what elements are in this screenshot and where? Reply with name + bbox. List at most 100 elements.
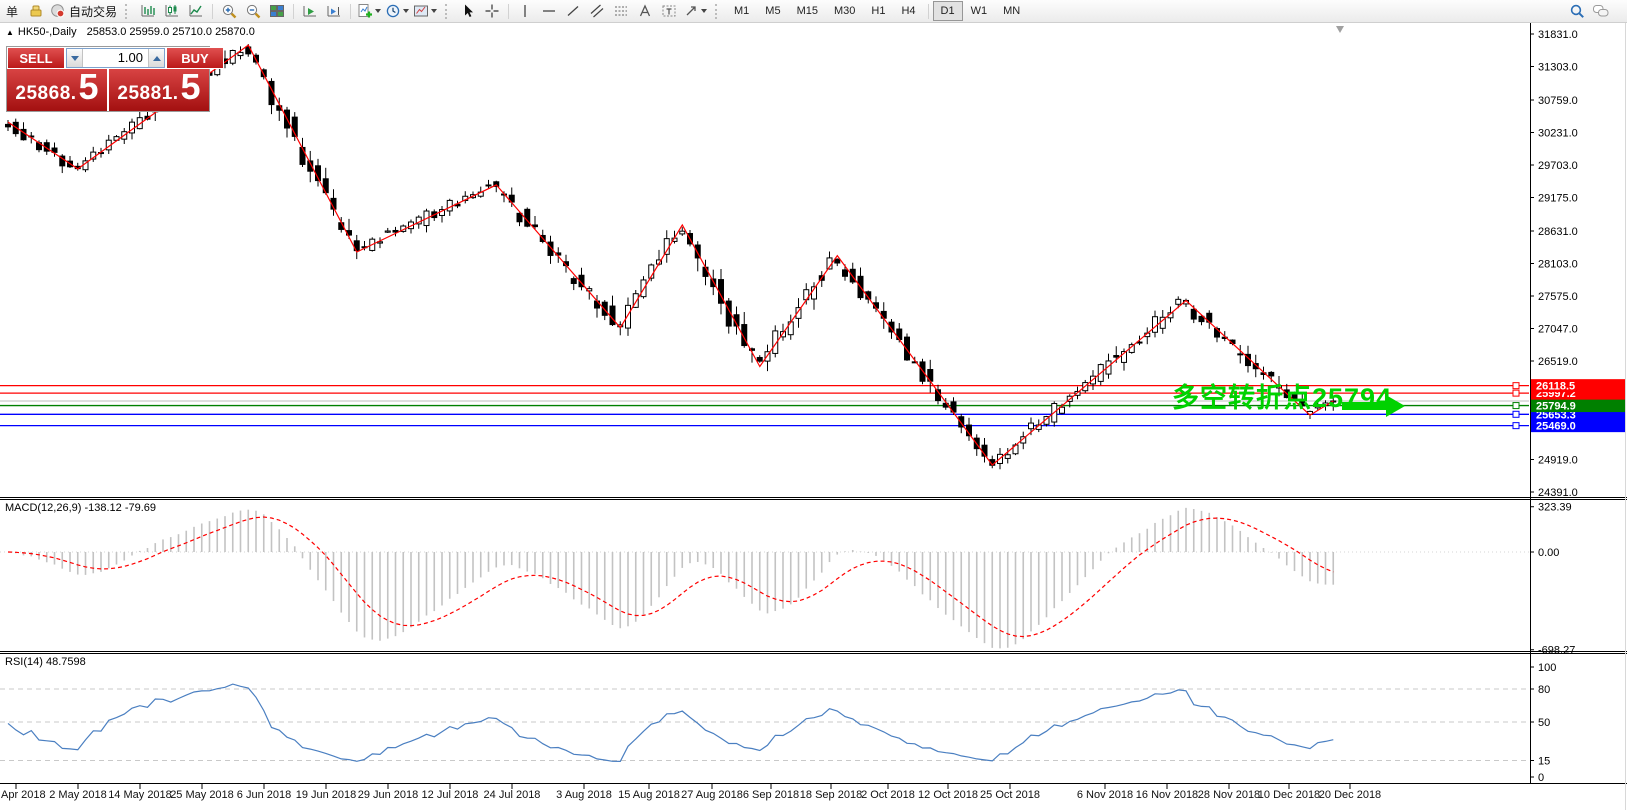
chart-shift-button[interactable] (322, 1, 346, 21)
fibonacci-tool-button[interactable] (609, 1, 633, 21)
svg-text:28631.0: 28631.0 (1538, 226, 1578, 238)
svg-text:30231.0: 30231.0 (1538, 127, 1578, 139)
auto-trading-icon (51, 4, 65, 18)
timeframe-m30-button[interactable]: M30 (833, 5, 856, 17)
svg-text:29703.0: 29703.0 (1538, 160, 1578, 172)
svg-text:30759.0: 30759.0 (1538, 95, 1578, 107)
candlestick-mode-button[interactable] (160, 1, 184, 21)
buy-price-main: 25881 (117, 83, 173, 104)
macd-label: MACD(12,26,9) -138.12 -79.69 (5, 502, 157, 514)
svg-text:10 Dec 2018: 10 Dec 2018 (1258, 789, 1320, 801)
svg-text:14 May 2018: 14 May 2018 (108, 789, 172, 801)
horizontal-lines[interactable] (0, 382, 1529, 430)
chat-button[interactable] (1589, 1, 1613, 21)
auto-trading-label: 自动交易 (69, 4, 118, 19)
svg-text:-698.27: -698.27 (1538, 645, 1575, 657)
svg-text:28103.0: 28103.0 (1538, 258, 1578, 270)
svg-text:16 Nov 2018: 16 Nov 2018 (1136, 789, 1198, 801)
bar-chart-mode-button[interactable] (136, 1, 160, 21)
svg-text:28 Nov 2018: 28 Nov 2018 (1198, 789, 1260, 801)
svg-text:100: 100 (1538, 662, 1556, 674)
svg-text:15: 15 (1538, 756, 1550, 768)
label-tool-button[interactable] (657, 1, 681, 21)
timeframe-m5-button[interactable]: M5 (765, 5, 781, 17)
timeframe-toolbar: M1 M5 M15 M30 H1 H4 D1 W1 MN (726, 1, 1028, 21)
svg-text:24 Jul 2018: 24 Jul 2018 (484, 789, 541, 801)
vertical-line-tool-button[interactable] (513, 1, 537, 21)
zoom-in-button[interactable] (217, 1, 241, 21)
chart-title-bar: ▲ HK50-,Daily 25853.0 25959.0 25710.0 2587… (6, 26, 255, 38)
svg-text:12 Oct 2018: 12 Oct 2018 (918, 789, 978, 801)
tile-windows-button[interactable] (265, 1, 289, 21)
symbol-marker-icon: ▲ (6, 28, 14, 37)
svg-text:27047.0: 27047.0 (1538, 323, 1578, 335)
svg-text:15 Aug 2018: 15 Aug 2018 (618, 789, 680, 801)
chart-symbol-period: HK50-,Daily (17, 26, 77, 38)
sell-button[interactable]: SELL (7, 47, 65, 69)
chart-ohlc-values: 25853.0 25959.0 25710.0 25870.0 (86, 26, 255, 38)
svg-text:0: 0 (1538, 772, 1544, 784)
new-order-button-fragment[interactable]: 单 (5, 4, 18, 19)
volume-control (66, 48, 165, 68)
history-center-icon[interactable] (24, 1, 48, 21)
macd-pane (0, 507, 1529, 649)
volume-increase-button[interactable] (148, 49, 164, 67)
svg-text:6 Nov 2018: 6 Nov 2018 (1077, 789, 1133, 801)
toolbar-grip[interactable] (125, 3, 132, 19)
text-tool-button[interactable] (633, 1, 657, 21)
buy-button[interactable]: BUY (166, 47, 224, 69)
timeframe-m1-button[interactable]: M1 (734, 5, 750, 17)
annotation-arrow[interactable] (1342, 395, 1405, 417)
templates-button[interactable] (411, 1, 439, 21)
svg-text:6 Sep 2018: 6 Sep 2018 (743, 789, 799, 801)
periods-caret-icon (403, 9, 410, 13)
crosshair-tool-button[interactable] (480, 1, 504, 21)
svg-text:19 Apr 2018: 19 Apr 2018 (0, 789, 46, 801)
svg-text:50: 50 (1538, 717, 1550, 729)
auto-trading-button[interactable]: 自动交易 (48, 1, 119, 21)
timeframe-h1-button[interactable]: H1 (871, 5, 886, 17)
svg-text:20 Dec 2018: 20 Dec 2018 (1319, 789, 1381, 801)
sell-price-main: 25868 (15, 83, 71, 104)
svg-text:3 Aug 2018: 3 Aug 2018 (556, 789, 612, 801)
svg-text:6 Jun 2018: 6 Jun 2018 (237, 789, 291, 801)
rsi-pane (0, 683, 1529, 763)
one-click-trading-panel: SELL BUY 25868.5 25881.5 (6, 46, 224, 112)
periods-clock-button[interactable] (383, 1, 411, 21)
price-tag (1531, 419, 1625, 433)
trendline-tool-button[interactable] (561, 1, 585, 21)
svg-text:2 May 2018: 2 May 2018 (49, 789, 106, 801)
auto-scroll-button[interactable] (298, 1, 322, 21)
toolbar-grip[interactable] (715, 3, 722, 19)
search-button[interactable] (1565, 1, 1589, 21)
line-chart-mode-button[interactable] (184, 1, 208, 21)
timeframe-w1-button[interactable]: W1 (970, 5, 988, 17)
cursor-tool-button[interactable] (456, 1, 480, 21)
shift-marker-icon[interactable] (1336, 26, 1344, 33)
new-chart-button[interactable] (355, 1, 383, 21)
buy-price-button[interactable]: 25881. 5 (109, 69, 209, 111)
zoom-out-button[interactable] (241, 1, 265, 21)
horizontal-line-tool-button[interactable] (537, 1, 561, 21)
svg-text:31831.0: 31831.0 (1538, 29, 1578, 41)
sell-price-button[interactable]: 25868. 5 (7, 69, 109, 111)
svg-text:323.39: 323.39 (1538, 502, 1572, 514)
timeframe-mn-button[interactable]: MN (1003, 5, 1021, 17)
timeframe-m15-button[interactable]: M15 (796, 5, 818, 17)
arrows-caret-icon (701, 9, 708, 13)
timeframe-h4-button[interactable]: H4 (901, 5, 916, 17)
volume-down-icon (70, 55, 79, 61)
timeframe-d1-button[interactable]: D1 (932, 1, 963, 21)
volume-decrease-button[interactable] (67, 49, 83, 67)
svg-text:24919.0: 24919.0 (1538, 454, 1578, 466)
svg-text:2 Oct 2018: 2 Oct 2018 (861, 789, 915, 801)
equidistant-channel-tool-button[interactable] (585, 1, 609, 21)
arrows-tool-button[interactable] (681, 1, 709, 21)
volume-input[interactable] (83, 49, 148, 67)
annotation-text[interactable]: 多空转折点25794 (1172, 383, 1393, 413)
svg-text:26519.0: 26519.0 (1538, 356, 1578, 368)
zigzag-line[interactable] (7, 44, 1334, 466)
toolbar-grip[interactable] (445, 3, 452, 19)
